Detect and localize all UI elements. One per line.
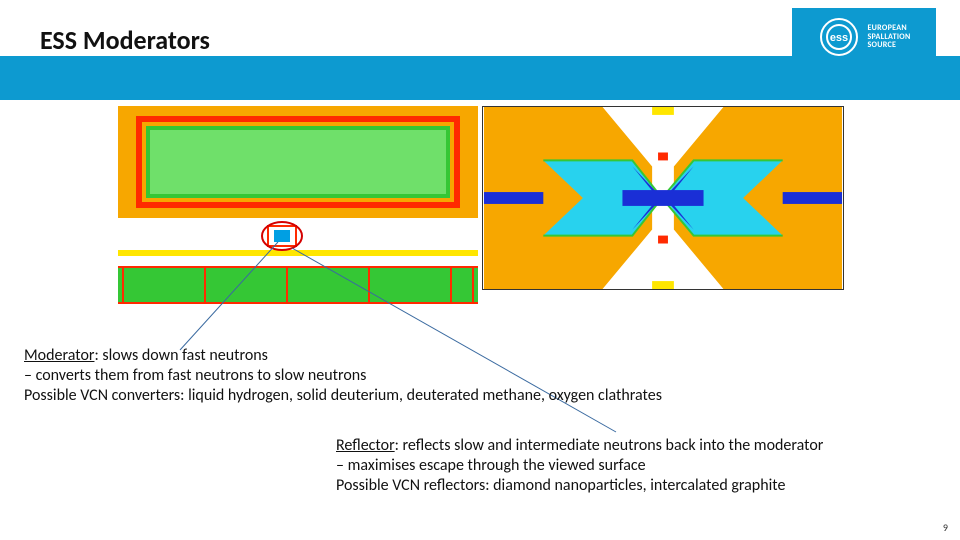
moderator-text: Moderator: slows down fast neutrons – co… [24, 346, 924, 406]
moderator-line-2: – converts them from fast neutrons to sl… [24, 366, 924, 386]
figure-moderator-cross-section [118, 106, 478, 318]
ess-logo-mark: ess [817, 15, 861, 59]
svg-text:ess: ess [830, 32, 848, 44]
moderator-l1-rest: : slows down fast neutrons [94, 346, 267, 365]
slide-title: ESS Moderators [40, 24, 210, 56]
reflector-line-3: Possible VCN reflectors: diamond nanopar… [336, 476, 946, 496]
logo-line-3: SOURCE [867, 41, 910, 50]
reflector-heading: Reflector [336, 436, 395, 455]
ess-logo-text: EUROPEAN SPALLATION SOURCE [867, 24, 910, 50]
reflector-line-2: – maximises escape through the viewed su… [336, 456, 946, 476]
page-number: 9 [943, 521, 948, 534]
reflector-line-1: Reflector: reflects slow and intermediat… [336, 436, 946, 456]
moderator-line-3: Possible VCN converters: liquid hydrogen… [24, 386, 924, 406]
figure-butterfly-moderator [482, 106, 844, 290]
reflector-text: Reflector: reflects slow and intermediat… [336, 436, 946, 496]
moderator-line-1: Moderator: slows down fast neutrons [24, 346, 924, 366]
reflector-l1-rest: : reflects slow and intermediate neutron… [395, 436, 824, 455]
ess-logo: ess EUROPEAN SPALLATION SOURCE [792, 8, 936, 66]
moderator-heading: Moderator [24, 346, 94, 365]
